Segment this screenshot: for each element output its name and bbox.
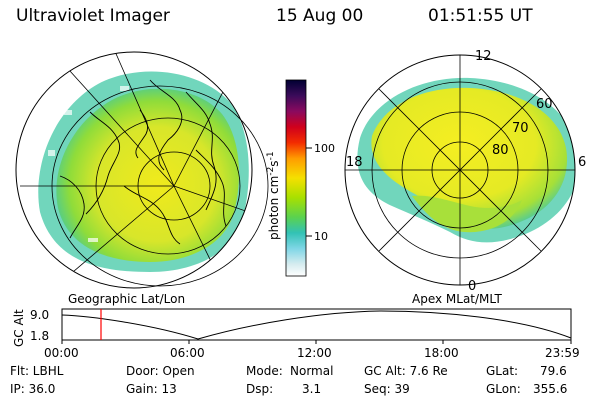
seq-info: Seq: 39 xyxy=(364,382,410,396)
altitude-plot: 9.0 1.8 GC Alt xyxy=(12,308,572,347)
gain-info: Gain: 13 xyxy=(126,382,177,396)
geographic-map-panel xyxy=(15,51,269,289)
mlt-label-0: 0 xyxy=(468,279,476,294)
altitude-ylabel: GC Alt xyxy=(12,309,26,347)
colorbar: 100 10 photon cm-2s-1 xyxy=(266,79,335,277)
altitude-xtick-1200: 12:00 xyxy=(297,346,332,360)
instrument-title: Ultraviolet Imager xyxy=(16,6,170,26)
altitude-curve xyxy=(61,310,572,340)
magnetic-polar-panel: 12 18 6 0 60 70 80 xyxy=(344,49,586,294)
mlat-label-60: 60 xyxy=(536,97,553,112)
mlt-lines xyxy=(345,55,575,285)
geographic-caption: Geographic Lat/Lon xyxy=(68,292,186,306)
mode-value: Normal xyxy=(290,364,334,378)
mlt-label-18: 18 xyxy=(346,155,363,170)
coastlines xyxy=(59,79,227,245)
ip-info: IP: 36.0 xyxy=(10,382,56,396)
door-info: Door: Open xyxy=(126,364,195,378)
altitude-xtick-0000: 00:00 xyxy=(44,346,79,360)
aurora-hole-right xyxy=(412,195,522,233)
dsp-value: 3.1 xyxy=(302,382,322,396)
glat-label: GLat: xyxy=(486,364,519,378)
altitude-xtick-1800: 18:00 xyxy=(424,346,459,360)
mlt-label-12: 12 xyxy=(475,49,492,64)
gc-alt-info: GC Alt: 7.6 Re xyxy=(364,364,448,378)
mode-label: Mode: xyxy=(246,364,283,378)
aurora-emission-left xyxy=(56,88,239,262)
dsp-label: Dsp: xyxy=(246,382,274,396)
date-label: 15 Aug 00 xyxy=(276,6,364,26)
mlt-label-6: 6 xyxy=(578,155,586,170)
mlat-label-70: 70 xyxy=(512,121,529,136)
glon-label: GLon: xyxy=(486,382,521,396)
glon-value: 355.6 xyxy=(533,382,568,396)
altitude-xtick-2359: 23:59 xyxy=(545,346,580,360)
colorbar-tick-100: 100 xyxy=(314,142,335,155)
filter-info: Flt: LBHL xyxy=(10,364,64,378)
altitude-xtick-0600: 06:00 xyxy=(170,346,205,360)
colorbar-unit-label: photon cm-2s-1 xyxy=(266,151,281,240)
mlat-label-80: 80 xyxy=(492,143,509,158)
map-outline xyxy=(15,51,253,289)
aurora-emission-right xyxy=(371,87,568,229)
magnetic-caption: Apex MLat/MLT xyxy=(412,292,502,306)
colorbar-gradient xyxy=(285,79,307,277)
glat-value: 79.6 xyxy=(540,364,567,378)
colorbar-tick-10: 10 xyxy=(314,230,328,243)
altitude-ytick-9: 9.0 xyxy=(30,308,49,322)
altitude-ytick-1-8: 1.8 xyxy=(30,329,49,343)
time-label: 01:51:55 UT xyxy=(428,6,533,26)
